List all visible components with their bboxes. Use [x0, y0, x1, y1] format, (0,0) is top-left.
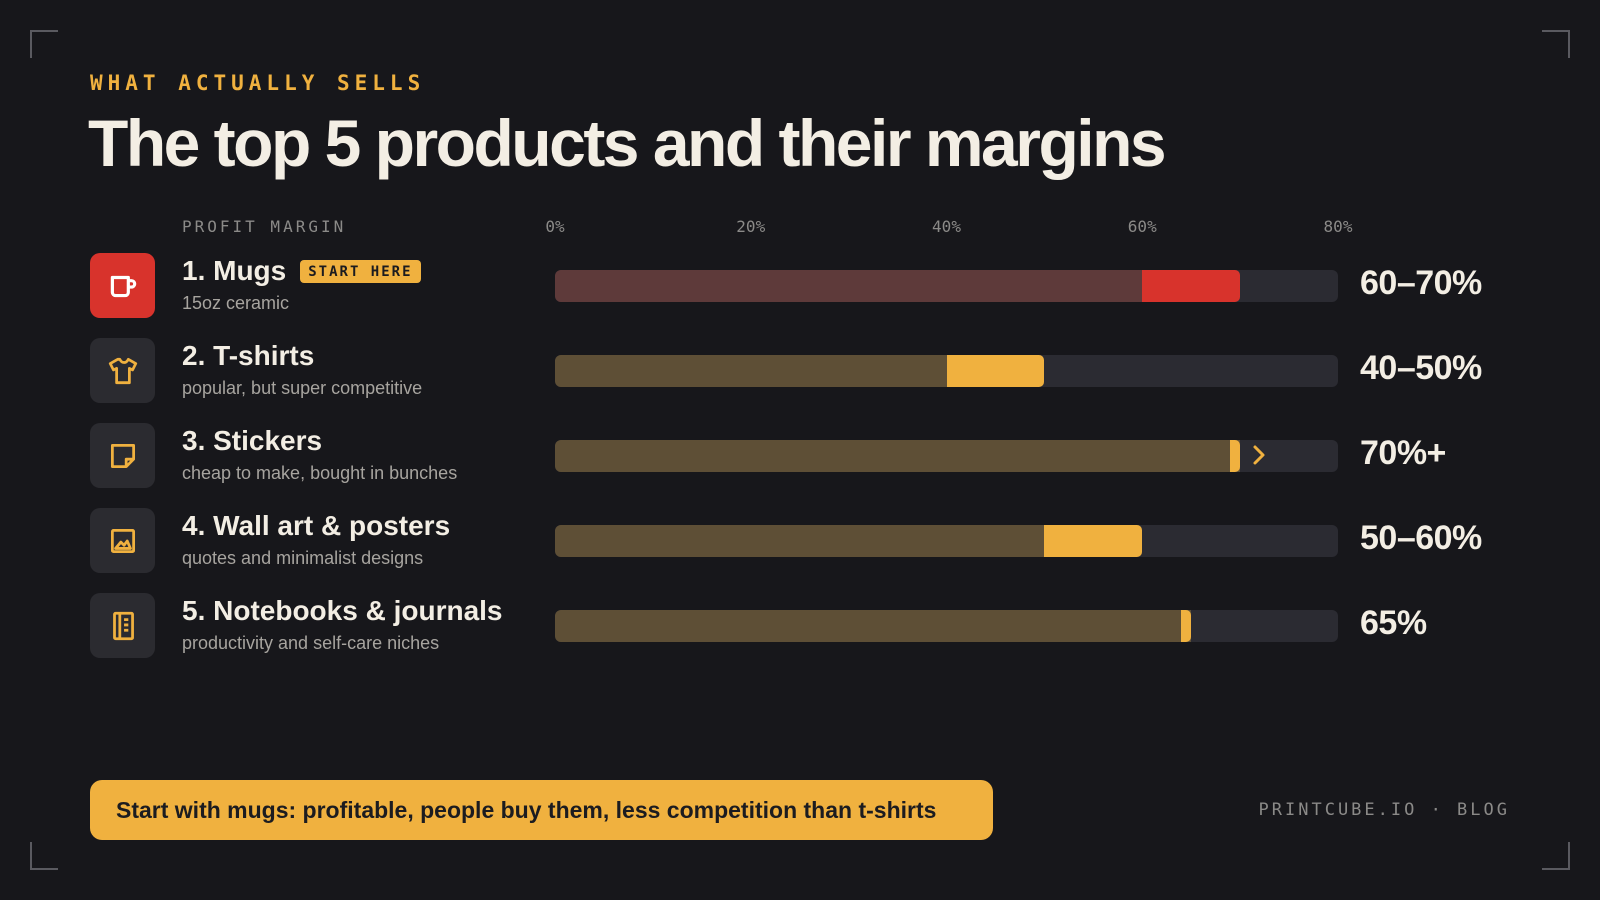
frame-corner-bottom-left: [30, 842, 58, 870]
bar-base-fill: [555, 355, 947, 387]
notebook-icon: [90, 593, 155, 658]
product-name-text: 3. Stickers: [182, 425, 322, 456]
product-subtitle: quotes and minimalist designs: [182, 548, 423, 569]
bar-track: [555, 610, 1338, 642]
product-subtitle: 15oz ceramic: [182, 293, 289, 314]
bar-track: [555, 440, 1338, 472]
bar-base-fill: [555, 440, 1240, 472]
product-name: 1. Mugs START HERE: [182, 255, 421, 287]
product-row: 5. Notebooks & journals productivity and …: [0, 590, 1600, 660]
product-name-text: 2. T-shirts: [182, 340, 314, 371]
page-title: The top 5 products and their margins: [88, 105, 1164, 181]
bar-track: [555, 525, 1338, 557]
tshirt-icon: [90, 338, 155, 403]
bar-range-segment: [947, 355, 1045, 387]
product-row: 1. Mugs START HERE 15oz ceramic 60–70%: [0, 250, 1600, 320]
eyebrow-label: WHAT ACTUALLY SELLS: [90, 71, 425, 95]
product-row: 3. Stickers cheap to make, bought in bunc…: [0, 420, 1600, 490]
product-subtitle: popular, but super competitive: [182, 378, 422, 399]
product-row: 2. T-shirts popular, but super competitiv…: [0, 335, 1600, 405]
product-subtitle: cheap to make, bought in bunches: [182, 463, 457, 484]
chevron-right-icon: [1250, 444, 1268, 472]
bar-base-fill: [555, 610, 1191, 642]
callout-banner: Start with mugs: profitable, people buy …: [90, 780, 993, 840]
picture-icon: [90, 508, 155, 573]
margin-value-label: 65%: [1360, 604, 1427, 643]
margin-value-label: 60–70%: [1360, 264, 1482, 303]
bar-track: [555, 270, 1338, 302]
product-name: 5. Notebooks & journals: [182, 595, 503, 627]
margin-value-label: 50–60%: [1360, 519, 1482, 558]
bar-base-fill: [555, 270, 1142, 302]
product-name-text: 1. Mugs: [182, 255, 286, 286]
mug-icon: [90, 253, 155, 318]
x-tick-label: 80%: [1324, 217, 1353, 236]
bar-range-segment: [1142, 270, 1240, 302]
axis-label: PROFIT MARGIN: [182, 217, 346, 236]
x-tick-label: 60%: [1128, 217, 1157, 236]
frame-corner-top-left: [30, 30, 58, 58]
x-tick-label: 0%: [545, 217, 564, 236]
product-name-text: 5. Notebooks & journals: [182, 595, 503, 626]
product-name: 4. Wall art & posters: [182, 510, 450, 542]
sticker-icon: [90, 423, 155, 488]
product-name-text: 4. Wall art & posters: [182, 510, 450, 541]
frame-corner-bottom-right: [1542, 842, 1570, 870]
margin-value-label: 70%+: [1360, 434, 1446, 473]
product-name: 2. T-shirts: [182, 340, 314, 372]
bar-track: [555, 355, 1338, 387]
frame-corner-top-right: [1542, 30, 1570, 58]
product-row: 4. Wall art & posters quotes and minimali…: [0, 505, 1600, 575]
bar-range-segment: [1044, 525, 1142, 557]
margin-value-label: 40–50%: [1360, 349, 1482, 388]
start-here-badge: START HERE: [300, 260, 420, 283]
x-tick-label: 40%: [932, 217, 961, 236]
bar-range-segment: [1230, 440, 1240, 472]
bar-base-fill: [555, 525, 1044, 557]
product-name: 3. Stickers: [182, 425, 322, 457]
footer-credit: PRINTCUBE.IO · BLOG: [1259, 800, 1510, 820]
bar-range-segment: [1181, 610, 1191, 642]
product-subtitle: productivity and self-care niches: [182, 633, 439, 654]
x-tick-label: 20%: [736, 217, 765, 236]
